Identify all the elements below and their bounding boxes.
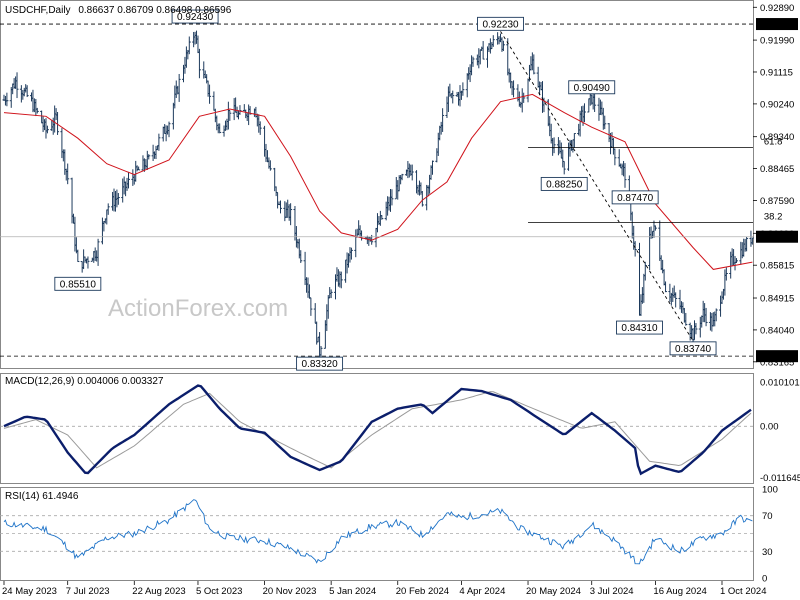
x-tick-label: 20 May 2024 <box>526 586 581 597</box>
annotation-box <box>540 176 588 191</box>
annotation-label: 0.87470 <box>617 193 654 204</box>
macd-line <box>3 384 752 476</box>
moving-average-line <box>3 93 753 270</box>
price-tick-label: 0.87590 <box>760 196 794 207</box>
x-tick-label: 1 Oct 2024 <box>720 586 766 597</box>
annotation-box <box>616 320 663 335</box>
price-bars <box>2 30 754 361</box>
rsi-tick-label: 70 <box>762 511 773 522</box>
annotation-box <box>568 80 616 95</box>
x-tick-label: 20 Feb 2024 <box>396 586 449 597</box>
ohlc-label: 0.86637 0.86709 0.86498 0.86596 <box>78 5 231 16</box>
price-tick-label: 0.83165 <box>760 357 794 368</box>
watermark: ActionForex.com <box>108 295 288 322</box>
rsi-tick-label: 30 <box>762 547 773 558</box>
price-tick-label: 0.90240 <box>760 99 794 110</box>
annotation-label: 0.90490 <box>574 83 611 94</box>
macd-tick-label: -0.011645 <box>760 473 800 484</box>
annotation-box <box>669 341 717 356</box>
macd-panel <box>0 373 754 484</box>
fib-label: 61.8 <box>764 137 783 148</box>
price-level-marker-label: 0.83320 <box>759 352 793 363</box>
macd-tick-label: 0.010101 <box>760 377 800 388</box>
x-tick-label: 20 Nov 2023 <box>263 586 317 597</box>
macd-tick-label: 0.00 <box>760 422 779 433</box>
annotation-box <box>171 9 219 24</box>
rsi-line <box>3 499 753 565</box>
trendline <box>500 31 694 342</box>
price-level-marker-label: 0.92430 <box>759 20 793 31</box>
price-tick-label: 0.91990 <box>760 36 794 47</box>
annotation-label: 0.88250 <box>546 179 583 190</box>
annotation-box <box>477 16 524 31</box>
fib-label: 38.2 <box>764 211 783 222</box>
annotation-label: 0.92430 <box>177 12 214 23</box>
price-tick-label: 0.84915 <box>760 294 794 305</box>
annotation-label: 0.83320 <box>301 359 338 370</box>
annotation-box <box>296 356 344 371</box>
macd-signal-line <box>3 391 752 469</box>
rsi-series <box>0 499 753 565</box>
annotation-label: 0.83740 <box>675 344 712 355</box>
price-tick-label: 0.84040 <box>760 325 794 336</box>
annotation-label: 0.85510 <box>60 279 97 290</box>
price-tick-label: 0.89340 <box>760 132 794 143</box>
chart-title: USDCHF,Daily 0.86637 0.86709 0.86498 0.8… <box>5 5 232 16</box>
rsi-panel <box>0 487 754 581</box>
price-level-marker <box>756 350 798 363</box>
x-tick-label: 22 Aug 2023 <box>132 586 185 597</box>
axes: 0.92890 0.91990 0.91115 0.90240 0.89340 0.884… <box>2 3 800 597</box>
price-level-marker <box>756 18 798 31</box>
price-series: 61.8 38.2 0.92430 0.85510 0.83320 0.92230 0.90… <box>0 9 783 371</box>
rsi-label: RSI(14) 61.4946 <box>5 491 79 502</box>
macd-series <box>0 384 753 476</box>
annotation-label: 0.84310 <box>621 323 658 334</box>
price-level-marker <box>756 230 798 243</box>
rsi-tick-label: 100 <box>762 485 778 496</box>
x-tick-label: 5 Jan 2024 <box>329 586 376 597</box>
price-tick-label: 0.85815 <box>760 261 794 272</box>
x-tick-label: 16 Aug 2024 <box>653 586 706 597</box>
annotation-box <box>611 190 659 205</box>
x-tick-label: 7 Jul 2023 <box>66 586 110 597</box>
x-tick-label: 3 Jul 2024 <box>590 586 634 597</box>
annotation-label: 0.92230 <box>482 19 519 30</box>
price-tick-label: 0.88465 <box>760 164 794 175</box>
symbol-label: USDCHF,Daily <box>5 5 71 16</box>
x-tick-label: 5 Oct 2023 <box>196 586 242 597</box>
annotation-box <box>54 276 102 291</box>
price-tick-label: 0.91115 <box>760 67 793 78</box>
rsi-tick-label: 0 <box>762 574 767 585</box>
price-tick-label: 0.92890 <box>760 3 794 14</box>
x-tick-label: 24 May 2023 <box>2 586 57 597</box>
x-tick-label: 4 Apr 2024 <box>459 586 505 597</box>
price-level-marker-label: 0.86596 <box>759 232 793 243</box>
macd-label: MACD(12,26,9) 0.004006 0.003327 <box>5 376 164 387</box>
